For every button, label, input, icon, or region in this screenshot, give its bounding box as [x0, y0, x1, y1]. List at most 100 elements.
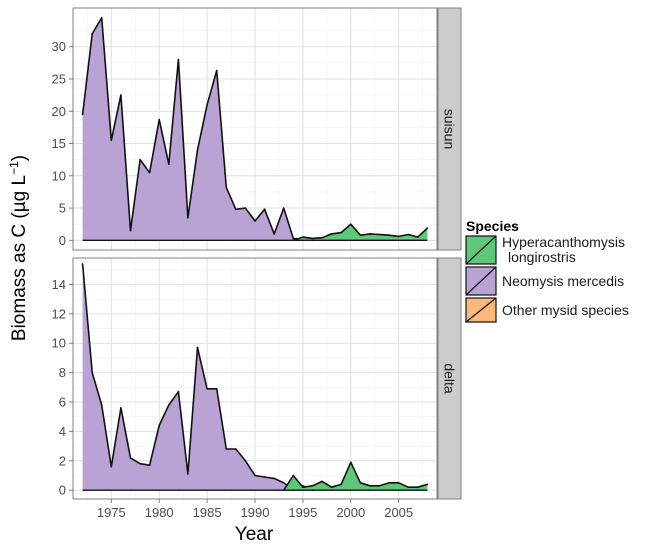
data-point [139, 462, 141, 465]
plot-border [72, 7, 438, 251]
data-point [148, 464, 151, 467]
x-tick-label: 1985 [193, 505, 222, 520]
x-tick-label: 1995 [288, 505, 317, 520]
data-point [100, 404, 103, 406]
data-point [378, 233, 381, 236]
data-point [340, 231, 343, 234]
panel-delta: 0 2 4 6 8 10 12 14 delta [52, 257, 462, 500]
y-tick-label: 12 [52, 306, 66, 321]
data-point [187, 473, 189, 475]
data-point [206, 388, 208, 390]
data-point [110, 465, 113, 468]
data-point [397, 235, 400, 238]
y-tick-label: 4 [59, 424, 66, 439]
data-point [302, 486, 304, 489]
data-point [311, 237, 314, 240]
data-point [129, 457, 132, 459]
data-point [177, 58, 180, 61]
data-point [330, 486, 333, 489]
legend-label: Hyperacanthomysis [502, 234, 625, 250]
area-neomysis-mercedis [82, 263, 332, 491]
data-point [273, 477, 276, 480]
data-point [120, 407, 122, 409]
panels: 0 5 10 15 20 25 30 suisun 0 2 4 6 8 10 12 14 delta [52, 7, 462, 500]
data-point [369, 233, 371, 235]
data-point [139, 158, 141, 161]
data-point [359, 482, 362, 484]
data-point [417, 486, 419, 489]
data-point [244, 207, 247, 209]
y-axis-title-main: Biomass as C (µg L [9, 175, 30, 341]
facet-strip [437, 7, 462, 251]
data-point [254, 220, 256, 222]
data-point [263, 208, 266, 211]
facet-strip-label: suisun [442, 109, 458, 149]
x-tick-label: 2005 [384, 505, 413, 520]
y-axis-title-close: ) [9, 155, 30, 161]
facet-strip [437, 257, 462, 500]
y-tick-label: 2 [59, 453, 66, 468]
data-point [311, 485, 314, 487]
data-point [206, 104, 208, 106]
data-point [120, 94, 122, 96]
y-tick-label: 10 [52, 168, 66, 183]
data-point [187, 216, 189, 219]
data-point [235, 208, 237, 211]
data-point [91, 371, 93, 374]
data-point [321, 236, 323, 239]
data-point [196, 149, 199, 151]
legend-label: longirostris [508, 249, 576, 265]
y-tick-label: 14 [52, 277, 66, 292]
x-axis: 1975 1980 1985 1990 1995 2000 2005 [97, 499, 413, 520]
data-point [225, 448, 228, 450]
data-point [215, 69, 218, 72]
data-point [397, 482, 400, 484]
data-point [426, 227, 429, 229]
y-axis-title: Biomass as C (µg L−1) [7, 155, 30, 341]
data-point [426, 483, 429, 486]
y-tick-label: 25 [52, 71, 66, 86]
data-point [340, 483, 343, 486]
data-point [388, 234, 390, 236]
legend-key-slash [465, 266, 497, 296]
data-point [235, 448, 237, 450]
data-point [378, 485, 381, 487]
data-point [81, 263, 84, 265]
data-point [417, 236, 419, 238]
data-point [273, 233, 276, 235]
data-point [369, 485, 371, 487]
x-axis-title: Year [235, 524, 274, 545]
data-point [254, 474, 256, 477]
area-neomysis-mercedis [82, 17, 313, 241]
data-point [148, 171, 151, 174]
data-point [292, 237, 295, 240]
data-point [263, 476, 266, 478]
y-tick-label: 0 [59, 483, 66, 498]
legend-key-slash [465, 235, 497, 265]
data-point [282, 207, 285, 209]
data-point [282, 482, 285, 484]
data-point [388, 482, 390, 484]
data-point [158, 118, 160, 121]
x-tick-label: 1980 [145, 505, 174, 520]
data-point [350, 461, 352, 464]
y-tick-label: 30 [52, 39, 66, 54]
line-hyperacanthomysis-longirostris [283, 461, 428, 491]
data-point [321, 480, 323, 483]
legend-label: Neomysis mercedis [502, 273, 624, 289]
data-point [330, 233, 333, 235]
y-tick-label: 20 [52, 104, 66, 119]
x-tick-label: 1975 [97, 505, 126, 520]
x-tick-label: 1990 [241, 505, 270, 520]
data-point [129, 229, 132, 232]
data-point [100, 16, 103, 19]
data-point [350, 223, 352, 225]
x-tick-label: 2000 [336, 505, 365, 520]
legend-label: Other mysid species [502, 302, 629, 318]
y-tick-label: 8 [59, 365, 66, 380]
data-point [168, 404, 170, 406]
data-point [81, 113, 84, 116]
data-point [292, 474, 295, 477]
